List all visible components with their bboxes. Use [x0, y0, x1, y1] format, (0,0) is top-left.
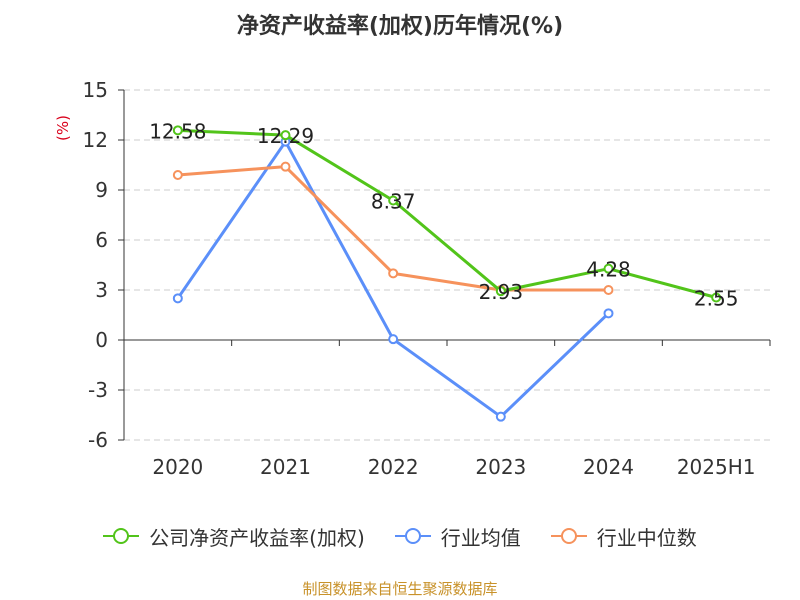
data-point [172, 170, 183, 180]
legend-swatch [103, 528, 140, 544]
data-label: 12.29 [257, 124, 314, 148]
data-point [172, 293, 183, 304]
data-label: 4.28 [586, 258, 631, 282]
series-line [176, 140, 610, 419]
data-label: 2.55 [694, 287, 739, 311]
y-tick-label: 9 [95, 178, 108, 202]
data-label: 8.37 [371, 190, 416, 214]
data-point [172, 125, 183, 136]
x-tick-label: 2023 [475, 455, 526, 479]
legend-item: 公司净资产收益率(加权) [103, 522, 365, 551]
data-point [280, 161, 291, 172]
chart-title: 净资产收益率(加权)历年情况(%) [236, 14, 564, 39]
y-tick-label: -6 [88, 428, 108, 452]
y-tick-label: 3 [95, 278, 108, 302]
y-tick-label: -3 [88, 378, 108, 402]
data-point [603, 285, 614, 295]
data-point [280, 130, 291, 141]
x-tick-label: 2022 [368, 455, 419, 479]
legend-label: 行业均值 [440, 525, 521, 550]
legend-swatch [394, 528, 431, 544]
data-point [603, 263, 614, 274]
legend-item: 行业中位数 [550, 522, 697, 551]
data-point [495, 286, 506, 297]
data-point [711, 292, 722, 303]
data-label: 12.58 [149, 119, 206, 143]
x-tick-label: 2020 [152, 455, 203, 479]
data-point [603, 308, 614, 319]
legend-label: 公司净资产收益率(加权) [149, 525, 365, 550]
series-line [177, 128, 717, 299]
data-point [495, 411, 506, 422]
data-point [388, 195, 399, 206]
y-axis-label: (%) [54, 115, 72, 141]
y-tick-label: 0 [95, 328, 108, 352]
data-label: 2.93 [479, 280, 524, 304]
y-tick-label: 12 [83, 128, 108, 152]
legend: 公司净资产收益率(加权) 行业均值 行业中位数 [0, 518, 800, 554]
y-tick-label: 15 [83, 78, 108, 102]
source-note: 制图数据来自恒生聚源数据库 [302, 580, 498, 598]
x-tick-label: 2024 [583, 455, 634, 479]
legend-swatch [550, 528, 587, 544]
x-tick-label: 2021 [260, 455, 311, 479]
x-tick-label: 2025H1 [677, 455, 756, 479]
legend-label: 行业中位数 [596, 525, 697, 550]
y-tick-label: 6 [95, 228, 108, 252]
data-point [388, 334, 399, 345]
data-point [388, 268, 399, 279]
legend-item: 行业均值 [394, 522, 521, 551]
